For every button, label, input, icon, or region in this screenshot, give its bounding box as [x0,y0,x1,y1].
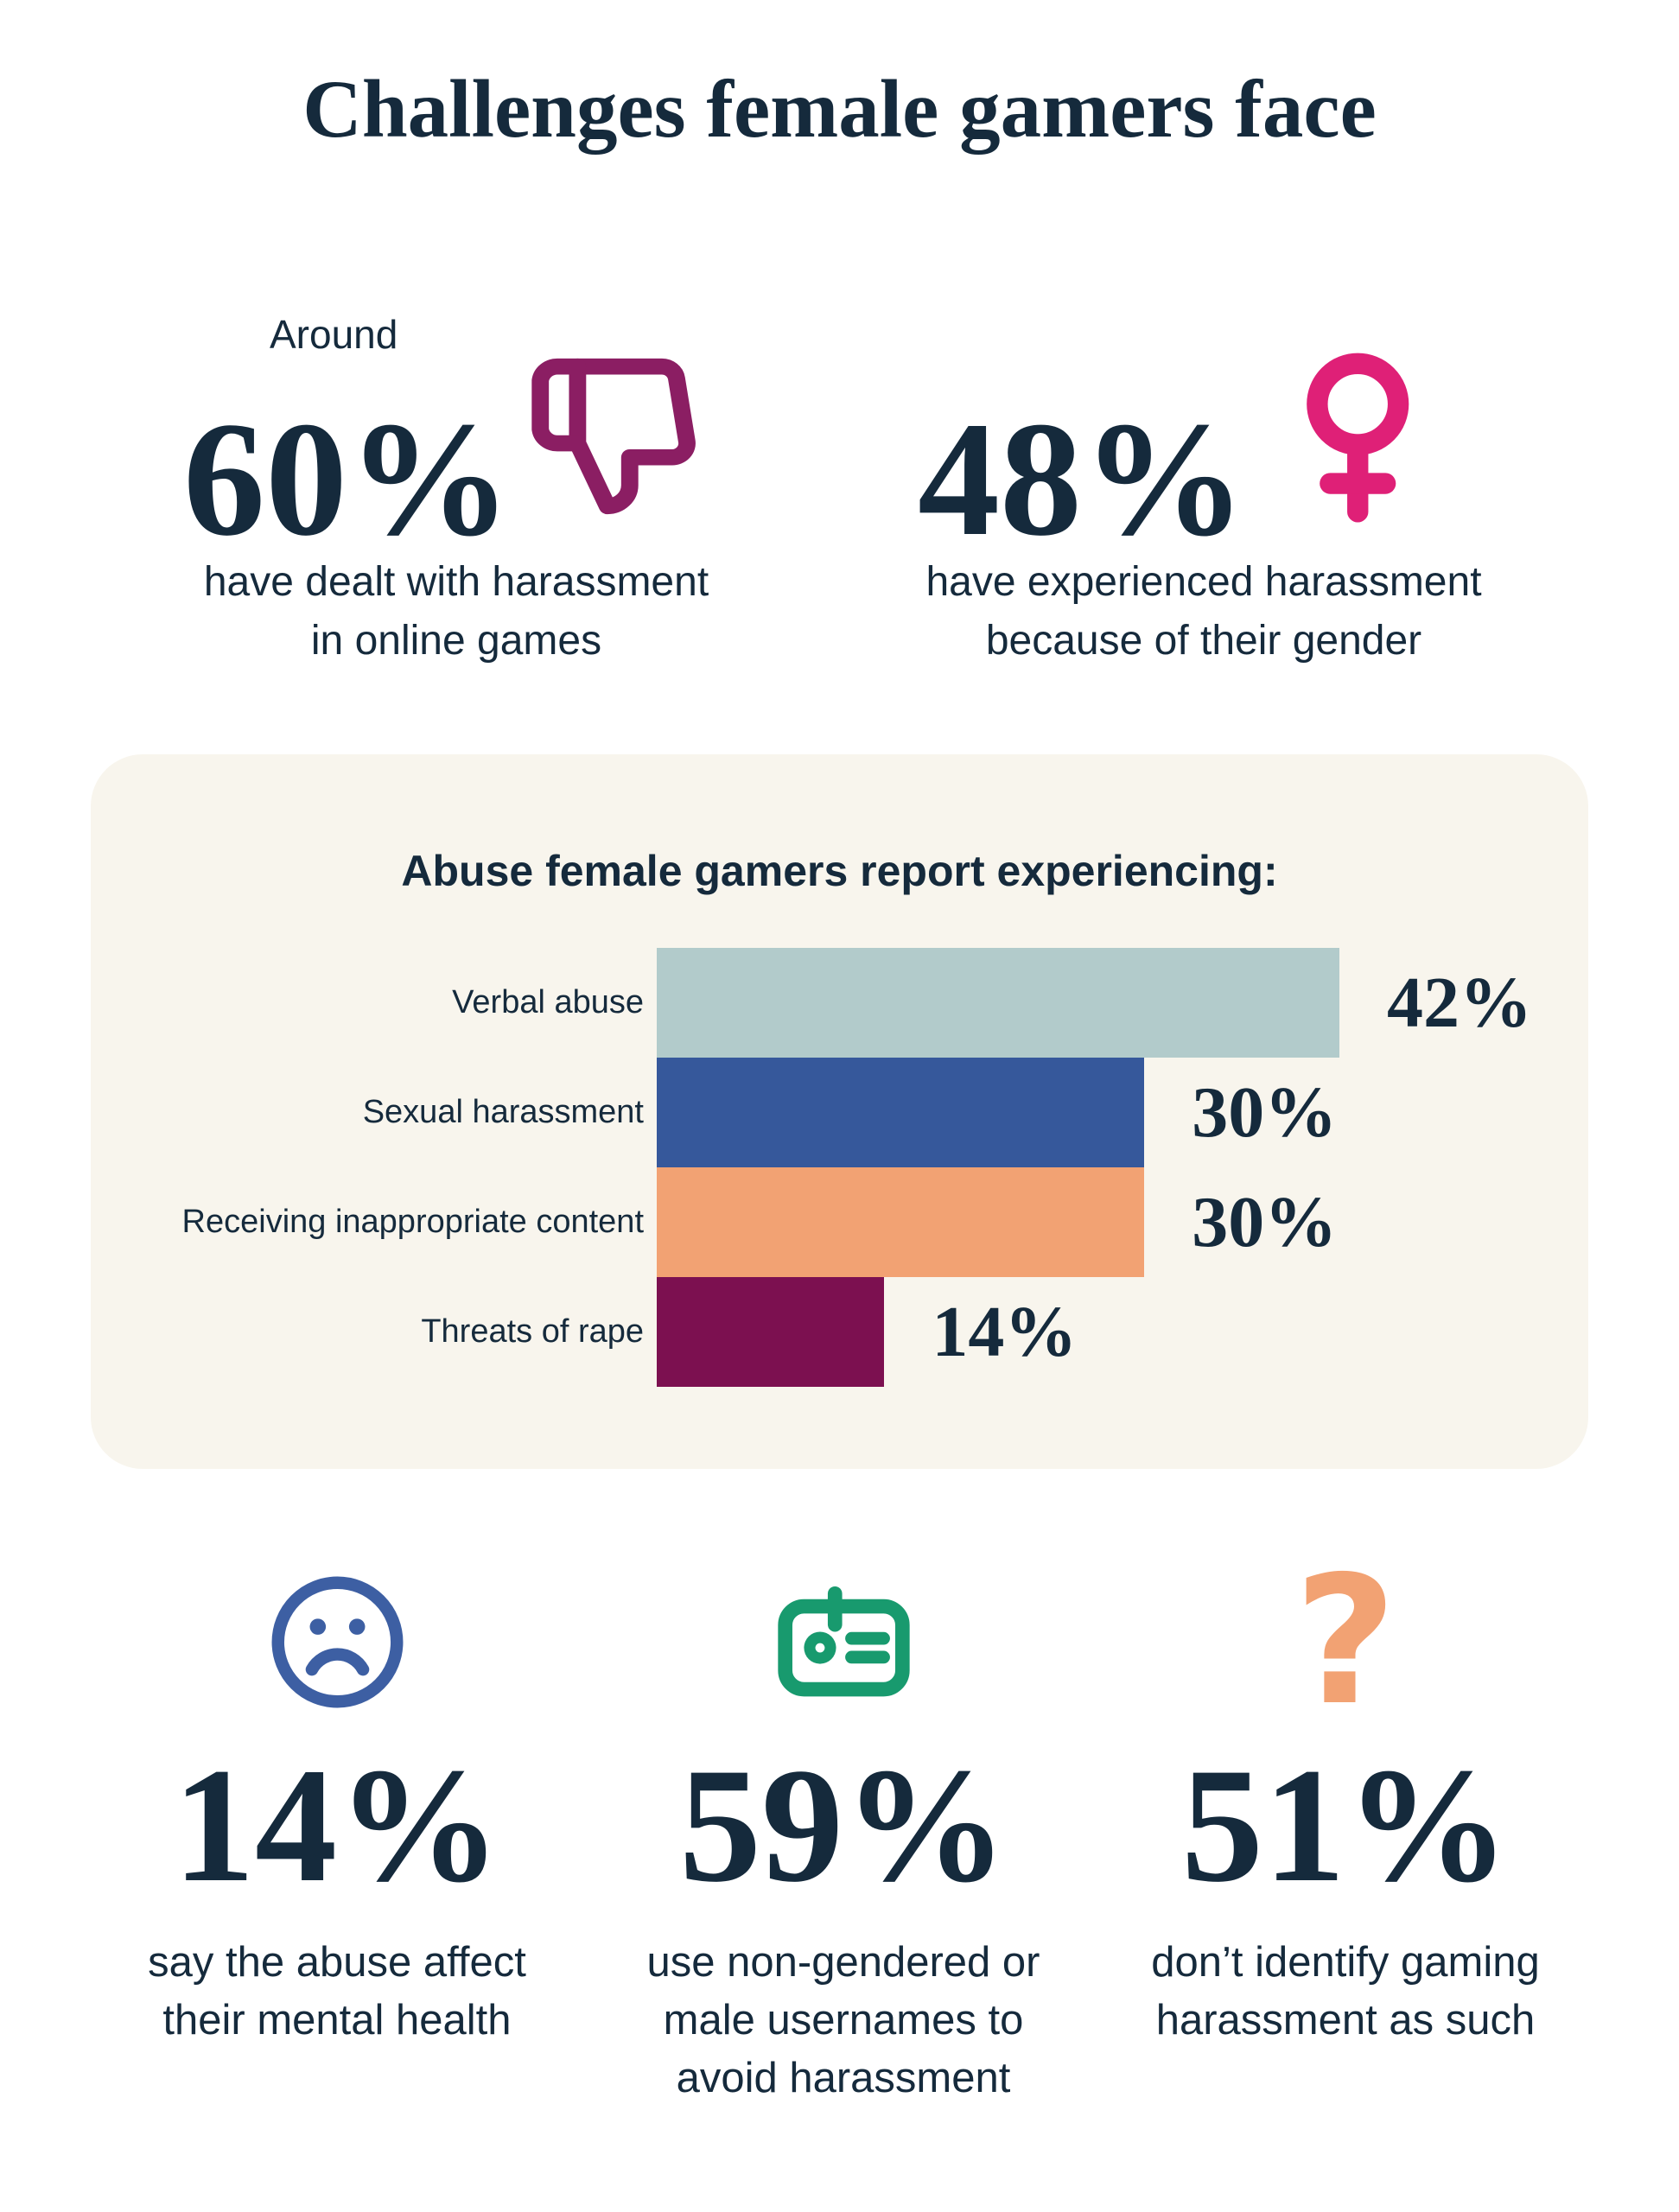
bar-category-label: Verbal abuse [452,984,644,1020]
bar-category-label: Threats of rape [421,1313,644,1350]
bar-chart-rows: Verbal abuse 42% Sexual harassment 30% Recei… [91,948,1588,1387]
bar-value-label: 30% [1192,1182,1338,1262]
sad-face-icon [266,1568,409,1715]
stat-59-caption: use non-gendered or male usernames to av… [647,1934,1040,2107]
thumbs-down-icon [525,353,704,520]
chart-row: Sexual harassment 30% [91,1058,1588,1167]
stat-51-caption-line: don’t identify gaming [1151,1939,1540,1986]
stat-48-caption-line: have experienced harassment [925,559,1482,605]
stat-51-caption: don’t identify gaming harassment as such [1151,1934,1539,2050]
stat-14-value: 14% [173,1735,501,1916]
stat-60-caption-line: in online games [310,618,602,664]
stat-59-caption-line: avoid harassment [676,2055,1011,2101]
stat-48-caption: have experienced harassment because of t… [890,553,1517,671]
female-symbol-icon [1296,352,1426,524]
stat-48-value: 48% [918,389,1246,570]
bottom-stat-identification: ? 51% don’t identify gaming harassment a… [1086,1539,1605,2050]
stat-51-value: 51% [1181,1735,1510,1916]
chart-title: Abuse female gamers report experiencing: [401,847,1278,895]
stat-60-qualifier: Around [270,312,398,357]
chart-row: Verbal abuse 42% [91,948,1588,1058]
chart-row: Threats of rape 14% [91,1277,1588,1387]
stat-51-caption-line: harassment as such [1155,1997,1536,2044]
page-title: Challenges female gamers face [302,63,1377,155]
bar-category-label: Receiving inappropriate content [181,1204,644,1240]
stat-60-caption-line: have dealt with harassment [203,559,709,605]
stat-14-caption: say the abuse affect their mental health [148,1934,526,2050]
bar-category-label: Sexual harassment [362,1094,644,1130]
bar-value-label: 42% [1387,963,1533,1043]
bar [657,1058,1145,1167]
stat-59-caption-line: use non-gendered or [646,1939,1040,1986]
bottom-stat-usernames: 59% use non-gendered or male usernames t… [584,1568,1103,2107]
bar-value-label: 14% [932,1292,1078,1372]
stat-59-value: 59% [679,1735,1008,1916]
bar [657,1277,885,1387]
question-mark-glyph: ? [1294,1539,1397,1745]
bottom-stat-mental-health: 14% say the abuse affect their mental he… [78,1568,596,2050]
stat-59-caption-line: male usernames to [663,1997,1024,2044]
stat-14-caption-line: say the abuse affect [148,1939,526,1986]
stat-60-value: 60% [183,389,512,570]
bar [657,948,1340,1058]
stat-14-caption-line: their mental health [162,1997,512,2044]
stat-48-caption-line: because of their gender [985,618,1422,664]
id-badge-icon [777,1568,911,1715]
chart-row: Receiving inappropriate content 30% [91,1167,1588,1277]
bar [657,1167,1145,1277]
question-mark-icon: ? [1294,1539,1397,1745]
bar-value-label: 30% [1192,1072,1338,1153]
stat-60-caption: have dealt with harassment in online gam… [130,553,783,671]
